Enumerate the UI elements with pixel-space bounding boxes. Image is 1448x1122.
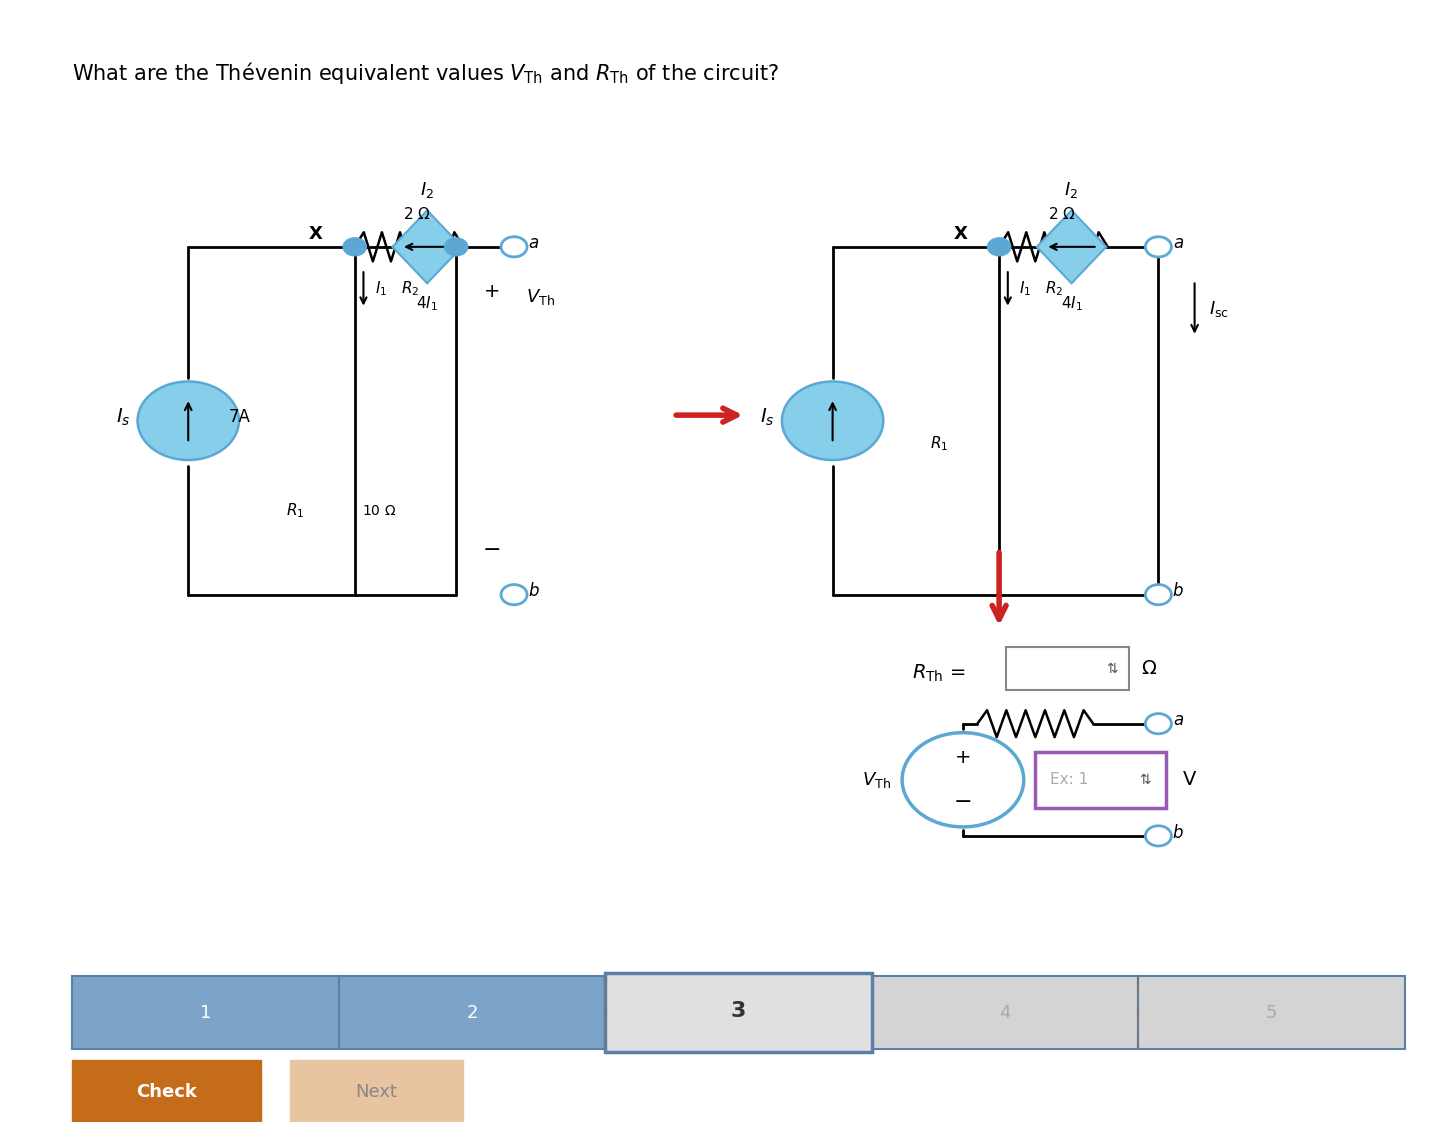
Text: +: +: [954, 748, 972, 766]
Text: V: V: [1183, 771, 1196, 789]
Circle shape: [343, 238, 366, 256]
FancyBboxPatch shape: [605, 973, 872, 1052]
Text: ⇅: ⇅: [1106, 662, 1118, 675]
FancyBboxPatch shape: [1138, 976, 1405, 1049]
Text: $R_{\mathrm{Th}}$ =: $R_{\mathrm{Th}}$ =: [912, 663, 966, 683]
Text: $\Omega$: $\Omega$: [1141, 660, 1157, 678]
Text: 5: 5: [1266, 1003, 1277, 1022]
Text: X: X: [953, 226, 967, 243]
Circle shape: [988, 238, 1011, 256]
Text: b: b: [529, 582, 539, 600]
Text: −: −: [954, 792, 972, 812]
Text: ⇅: ⇅: [1140, 773, 1151, 787]
Text: $R_1$: $R_1$: [285, 502, 304, 519]
Circle shape: [501, 237, 527, 257]
Text: 1: 1: [200, 1003, 211, 1022]
Circle shape: [445, 238, 468, 256]
Text: a: a: [1173, 711, 1183, 729]
Circle shape: [782, 381, 883, 460]
Text: $V_{\mathrm{Th}}$: $V_{\mathrm{Th}}$: [526, 287, 555, 307]
Polygon shape: [1037, 211, 1106, 283]
Text: $I_{\mathrm{sc}}$: $I_{\mathrm{sc}}$: [1209, 298, 1229, 319]
Circle shape: [1145, 585, 1171, 605]
Text: $I_s$: $I_s$: [760, 407, 775, 427]
FancyBboxPatch shape: [1035, 752, 1166, 808]
FancyBboxPatch shape: [1006, 647, 1129, 690]
Text: 7A: 7A: [229, 408, 251, 426]
Text: X: X: [308, 226, 323, 243]
FancyBboxPatch shape: [290, 1060, 463, 1122]
Text: 3: 3: [731, 1002, 746, 1021]
Circle shape: [1145, 237, 1171, 257]
FancyBboxPatch shape: [605, 976, 872, 1049]
Text: 2: 2: [466, 1003, 478, 1022]
Text: $R_2$: $R_2$: [401, 279, 420, 298]
Text: 2 $\Omega$: 2 $\Omega$: [403, 206, 432, 222]
Circle shape: [1145, 826, 1171, 846]
Text: $I_1$: $I_1$: [375, 279, 387, 298]
Text: $I_s$: $I_s$: [116, 407, 130, 427]
Circle shape: [1145, 714, 1171, 734]
Polygon shape: [392, 211, 462, 283]
Circle shape: [501, 585, 527, 605]
Text: +: +: [484, 283, 501, 301]
Circle shape: [138, 381, 239, 460]
Text: $I_2$: $I_2$: [420, 180, 434, 200]
Text: Check: Check: [136, 1083, 197, 1101]
Text: $R_1$: $R_1$: [930, 434, 948, 452]
Text: $I_1$: $I_1$: [1019, 279, 1031, 298]
Text: What are the Thévenin equivalent values $V_{\mathrm{Th}}$ and $R_{\mathrm{Th}}$ : What are the Thévenin equivalent values …: [72, 59, 779, 86]
Text: −: −: [484, 540, 501, 560]
Circle shape: [1147, 238, 1170, 256]
Text: a: a: [1173, 234, 1183, 252]
Text: b: b: [1173, 824, 1183, 842]
Text: 2 $\Omega$: 2 $\Omega$: [1047, 206, 1076, 222]
Text: $4I_1$: $4I_1$: [416, 294, 439, 313]
Circle shape: [902, 733, 1024, 827]
Text: $4I_1$: $4I_1$: [1060, 294, 1083, 313]
Text: Next: Next: [356, 1083, 397, 1101]
Text: $R_2$: $R_2$: [1045, 279, 1064, 298]
Text: b: b: [1173, 582, 1183, 600]
FancyBboxPatch shape: [872, 976, 1138, 1049]
Text: $10\ \Omega$: $10\ \Omega$: [362, 504, 397, 517]
FancyBboxPatch shape: [72, 976, 339, 1049]
FancyBboxPatch shape: [72, 1060, 261, 1122]
Text: a: a: [529, 234, 539, 252]
Text: $I_2$: $I_2$: [1064, 180, 1079, 200]
Text: $V_{\mathrm{Th}}$: $V_{\mathrm{Th}}$: [862, 770, 891, 790]
Text: 4: 4: [999, 1003, 1011, 1022]
Text: Ex: 1: Ex: 1: [1050, 772, 1087, 788]
FancyBboxPatch shape: [339, 976, 605, 1049]
